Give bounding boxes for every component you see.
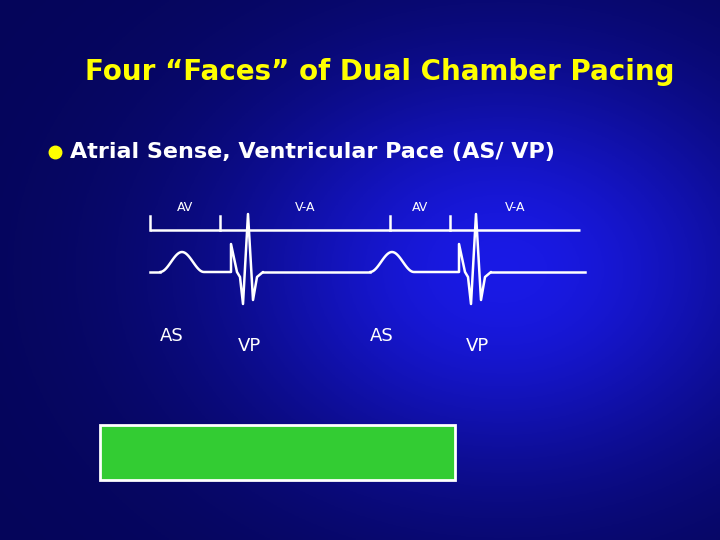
Text: AV: AV: [177, 201, 193, 214]
Text: VP: VP: [465, 337, 489, 355]
Text: AS: AS: [160, 327, 184, 345]
Text: Four “Faces” of Dual Chamber Pacing: Four “Faces” of Dual Chamber Pacing: [85, 58, 675, 86]
Text: AS: AS: [370, 327, 394, 345]
FancyBboxPatch shape: [100, 425, 455, 480]
Text: Atrial Sense, Ventricular Pace (AS/ VP): Atrial Sense, Ventricular Pace (AS/ VP): [70, 142, 555, 162]
Text: V-A: V-A: [294, 201, 315, 214]
Text: AV: AV: [412, 201, 428, 214]
Text: VP: VP: [238, 337, 261, 355]
Text: A-A = 857 ms: A-A = 857 ms: [107, 455, 222, 470]
Text: V-A: V-A: [505, 201, 526, 214]
Text: Rate (sinus driven) = 70 bpm / 857 ms: Rate (sinus driven) = 70 bpm / 857 ms: [107, 433, 436, 448]
